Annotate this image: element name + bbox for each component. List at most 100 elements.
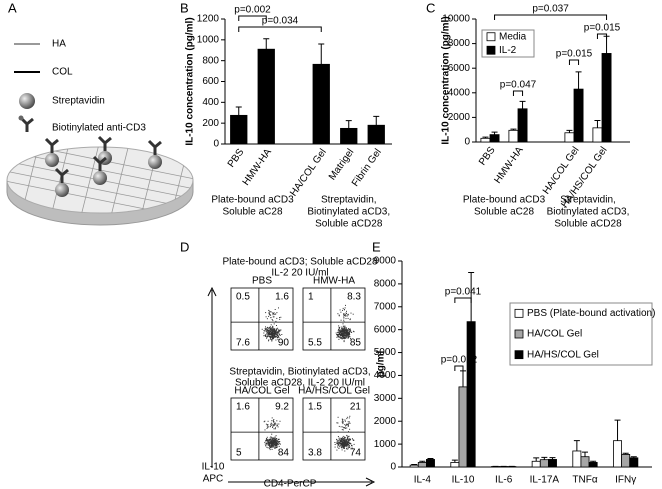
event-dot (342, 444, 344, 446)
event-dot (336, 336, 338, 338)
event-dot (270, 437, 272, 439)
event-dot (278, 442, 280, 444)
event-dot (349, 440, 350, 442)
event-dot (337, 335, 339, 337)
event-dot (344, 327, 346, 329)
event-dot (279, 330, 281, 332)
panel-label: A (8, 0, 17, 15)
event-dot (273, 334, 275, 336)
gel-disc (6, 135, 194, 226)
event-dot (342, 435, 344, 437)
event-dot (341, 438, 343, 440)
x-tick-label: TNFα (572, 475, 597, 486)
event-dot (341, 444, 343, 446)
error-bar (510, 128, 517, 131)
bar (564, 132, 575, 143)
event-dot (352, 313, 354, 315)
event-dot (351, 447, 353, 449)
event-dot (268, 310, 270, 312)
event-dot (274, 333, 276, 335)
event-dot (266, 336, 268, 338)
event-dot (268, 339, 270, 341)
event-dot (271, 333, 273, 334)
event-dot (267, 334, 269, 336)
event-dot (342, 323, 344, 325)
event-dot (268, 340, 269, 342)
event-dot (349, 328, 350, 330)
quadrant-percent: 21 (350, 402, 362, 413)
event-dot (344, 436, 346, 438)
event-dot (345, 444, 347, 446)
event-dot (349, 335, 350, 337)
event-dot (276, 423, 278, 425)
event-dot (347, 328, 349, 330)
event-dot (341, 449, 343, 451)
event-dot (343, 313, 345, 315)
event-dot (339, 331, 341, 333)
disc-antibodies (44, 135, 162, 197)
event-dot (348, 422, 350, 424)
event-dot (341, 445, 343, 446)
event-dot (336, 449, 338, 451)
event-dot (273, 316, 275, 318)
event-dot (272, 426, 274, 428)
event-dot (336, 422, 338, 424)
event-dot (269, 439, 271, 440)
event-dot (343, 309, 345, 311)
y-tick-label: 6000 (374, 324, 397, 335)
event-dot (340, 443, 341, 445)
event-dot (275, 427, 276, 429)
diagram-legend: HA COL Streptavidin Biotinylated anti-CD… (14, 39, 146, 134)
event-dot (345, 332, 347, 334)
event-dot (335, 332, 337, 334)
event-dot (268, 333, 270, 335)
event-dot (270, 425, 271, 427)
quadrant-percent: 90 (278, 338, 290, 349)
event-dot (280, 316, 282, 318)
event-dot (338, 335, 339, 337)
event-dot (267, 426, 269, 428)
bar (466, 321, 476, 468)
event-dot (269, 426, 271, 428)
event-dot (346, 418, 348, 420)
event-dot (263, 330, 265, 332)
event-dot (351, 332, 353, 333)
event-dot (273, 439, 275, 441)
event-dot (278, 335, 279, 337)
flow-axis-label: CD4-PerCP (264, 479, 317, 489)
event-dot (338, 314, 340, 316)
legend-swatch (486, 45, 496, 55)
event-dot (347, 440, 349, 442)
event-dot (274, 441, 276, 443)
p-value: p=0.047 (500, 80, 537, 91)
event-dot (347, 441, 349, 443)
event-dot (337, 329, 339, 331)
event-dot (336, 334, 338, 336)
event-dot (342, 333, 344, 335)
event-dot (273, 428, 275, 430)
error-bar (235, 106, 242, 116)
event-dot (338, 325, 340, 327)
bar (257, 48, 275, 145)
event-dot (266, 427, 268, 429)
event-dot (270, 446, 272, 448)
event-dot (346, 443, 348, 445)
event-dot (340, 335, 342, 337)
event-dot (347, 436, 349, 438)
event-dot (264, 330, 266, 332)
event-dot (275, 339, 277, 341)
event-dot (340, 333, 342, 335)
bar (489, 134, 500, 143)
event-dot (272, 320, 274, 322)
event-dot (345, 335, 347, 337)
event-dot (269, 444, 271, 445)
event-dot (270, 436, 272, 438)
event-dot (349, 336, 351, 338)
event-dot (341, 429, 343, 431)
x-tick-label: PBS (477, 145, 498, 168)
event-dot (269, 335, 270, 337)
event-dot (336, 440, 338, 442)
event-dot (271, 329, 273, 331)
event-dot (347, 331, 349, 333)
event-dot (336, 438, 337, 440)
